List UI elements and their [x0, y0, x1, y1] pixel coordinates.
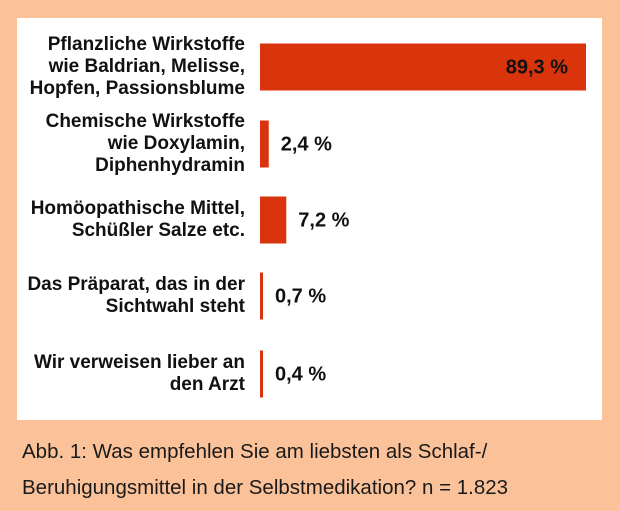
value-label-3: 7,2 %	[298, 209, 349, 231]
value-label-1: 89,3 %	[506, 56, 568, 78]
category-label-line: den Arzt	[170, 374, 246, 395]
value-label-5: 0,4 %	[275, 363, 326, 385]
category-label-5: Wir verweisen lieber an den Arzt	[34, 352, 246, 395]
chart-panel: 89,3 % Pflanzliche Wirkstoffe wie Baldrian…	[17, 18, 602, 420]
category-label-line: wie Doxylamin,	[107, 133, 245, 154]
category-label-line: Pflanzliche Wirkstoffe	[48, 34, 245, 55]
category-label-line: Das Präparat, das in der	[27, 274, 245, 295]
category-label-4: Das Präparat, das in der Sichtwahl steht	[27, 274, 245, 317]
bar-2	[260, 120, 269, 168]
category-label-line: Chemische Wirkstoffe	[46, 111, 245, 132]
bar-4	[260, 272, 263, 320]
category-label-line: Homöopathische Mittel,	[31, 198, 245, 219]
category-label-2: Chemische Wirkstoffe wie Doxylamin, Diphen…	[46, 111, 245, 176]
bar-1	[260, 43, 586, 91]
caption-line-2: Beruhigungsmittel in der Selbstmedikatio…	[22, 476, 509, 499]
caption-line-1: Abb. 1: Was empfehlen Sie am liebsten al…	[22, 440, 488, 463]
bar-5	[260, 350, 263, 398]
value-label-2: 2,4 %	[281, 133, 332, 155]
category-label-line: wie Baldrian, Melisse,	[48, 56, 245, 77]
category-label-3: Homöopathische Mittel, Schüßler Salze etc…	[31, 198, 245, 241]
bar-chart: 89,3 % Pflanzliche Wirkstoffe wie Baldrian…	[27, 34, 586, 398]
value-label-4: 0,7 %	[275, 285, 326, 307]
category-label-line: Diphenhydramin	[95, 155, 245, 176]
category-label-line: Schüßler Salze etc.	[72, 220, 245, 241]
category-label-1: Pflanzliche Wirkstoffe wie Baldrian, Meli…	[30, 34, 245, 99]
category-label-line: Wir verweisen lieber an	[34, 352, 245, 373]
category-label-line: Hopfen, Passionsblume	[30, 78, 245, 99]
category-label-line: Sichtwahl steht	[106, 296, 246, 317]
figure-caption: Abb. 1: Was empfehlen Sie am liebsten al…	[22, 434, 612, 506]
bar-3	[260, 196, 287, 244]
